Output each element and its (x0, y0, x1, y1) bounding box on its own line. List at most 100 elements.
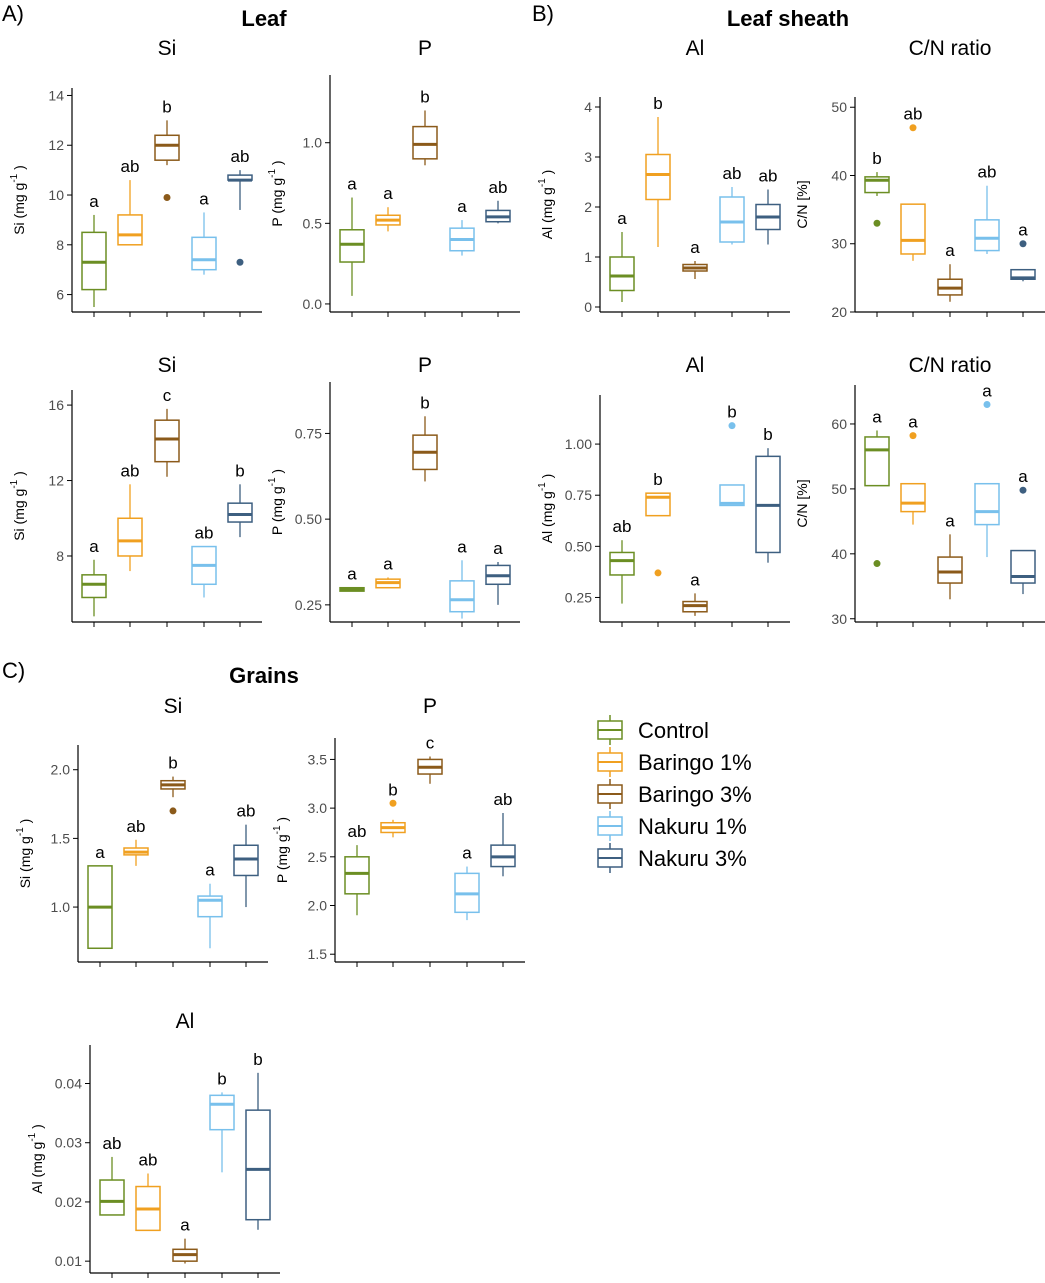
box-group: a (485, 539, 511, 605)
panel-label-a: A) (2, 1, 24, 26)
box-group: a (937, 511, 963, 600)
box-group: b (645, 94, 671, 247)
chart-title: C/N ratio (909, 354, 992, 377)
y-tick-label: 0.50 (295, 511, 322, 527)
significance-letter: a (1018, 467, 1028, 486)
significance-letter: ab (978, 163, 997, 182)
significance-letter: a (95, 843, 105, 862)
significance-letter: a (690, 238, 700, 257)
y-tick-label: 2.5 (308, 849, 328, 865)
panel-title-grains: Grains (229, 663, 299, 688)
box-group: a (609, 209, 635, 302)
box-group: a (191, 189, 217, 275)
chart-title: Si (164, 695, 183, 718)
outlier-point (873, 560, 881, 568)
box (344, 856, 370, 895)
outlier-point (909, 124, 917, 132)
y-tick-label: 1.5 (308, 946, 328, 962)
box-group: a (682, 238, 708, 279)
significance-letter: c (426, 734, 435, 753)
box-group: b (160, 754, 186, 815)
y-tick-label: 4 (584, 99, 592, 115)
outlier-point (909, 432, 917, 440)
significance-letter: ab (904, 105, 923, 124)
chart-title: Si (158, 37, 177, 60)
y-tick-label: 0.01 (55, 1253, 82, 1269)
outlier-point (1019, 240, 1027, 248)
box-group: a (864, 407, 890, 568)
y-tick-label: 0.04 (55, 1075, 82, 1091)
significance-letter: a (462, 844, 472, 863)
box-group: a (449, 537, 475, 619)
significance-letter: b (162, 97, 171, 116)
significance-letter: ab (121, 461, 140, 480)
significance-letter: b (420, 393, 429, 412)
y-axis-label: Si (mg g-1 ) (9, 165, 27, 235)
significance-letter: b (168, 754, 177, 773)
y-tick-label: 30 (831, 611, 847, 627)
box (900, 203, 926, 255)
box (974, 219, 1000, 252)
y-axis-label: P (mg g-1 ) (267, 469, 285, 535)
box-group: a (454, 844, 480, 921)
y-axis-label: Si (mg g-1 ) (9, 471, 27, 541)
chart-8: Si 1.0 1.5 2.0 Si (mg g-1 ) a ab b a ab (15, 695, 268, 967)
box-group: a (974, 381, 1000, 558)
box-group: c (154, 386, 180, 477)
significance-letter: a (457, 537, 467, 556)
box-group: a (81, 192, 107, 308)
significance-letter: a (457, 197, 467, 216)
y-tick-label: 50 (831, 99, 847, 115)
chart-4: Si 8 12 16 Si (mg g-1 ) a ab c ab b (9, 354, 262, 627)
significance-letter: ab (723, 164, 742, 183)
y-axis-label: Al (mg g-1 ) (537, 170, 555, 240)
significance-letter: ab (489, 178, 508, 197)
box-group: ab (227, 147, 253, 266)
box-group: ab (123, 817, 149, 866)
panel-label-c: C) (2, 658, 25, 683)
outlier-point (873, 219, 881, 227)
y-tick-label: 20 (831, 304, 847, 320)
significance-letter: b (653, 470, 662, 489)
box-group: a (937, 241, 963, 302)
significance-letter: b (727, 403, 736, 422)
box (719, 484, 745, 507)
y-tick-label: 8 (56, 548, 64, 564)
box-group: a (375, 184, 401, 232)
significance-letter: a (908, 413, 918, 432)
y-tick-label: 14 (48, 87, 64, 103)
box-group: ab (99, 1134, 125, 1216)
box-group: ab (490, 790, 516, 877)
chart-0: Si 6 8 10 12 14 Si (mg g-1 ) a ab b a ab (9, 37, 262, 317)
y-tick-label: 50 (831, 481, 847, 497)
outlier-point (389, 799, 397, 807)
outlier-point (983, 400, 991, 408)
chart-title: Si (158, 354, 177, 377)
legend-item: Baringo 3% (597, 779, 752, 809)
significance-letter: a (1018, 221, 1028, 240)
significance-letter: a (180, 1216, 190, 1235)
significance-letter: a (347, 565, 357, 584)
y-tick-label: 1.0 (303, 135, 323, 151)
box (117, 517, 143, 557)
box (117, 214, 143, 246)
box-group: b (864, 149, 890, 227)
significance-letter: ab (759, 167, 778, 186)
significance-letter: a (945, 511, 955, 530)
box (339, 229, 365, 263)
box-group: ab (609, 517, 635, 604)
chart-title: P (423, 695, 437, 718)
legend-item: Nakuru 3% (597, 843, 747, 873)
significance-letter: ab (494, 790, 513, 809)
y-tick-label: 0.03 (55, 1135, 82, 1151)
significance-letter: b (653, 94, 662, 113)
legend-label: Baringo 1% (638, 750, 752, 775)
significance-letter: b (872, 149, 881, 168)
y-axis-label: P (mg g-1 ) (267, 160, 285, 226)
box (209, 1094, 235, 1131)
panel-label-b: B) (532, 1, 554, 26)
box-group: a (87, 843, 113, 950)
box (245, 1109, 271, 1221)
significance-letter: ab (127, 817, 146, 836)
